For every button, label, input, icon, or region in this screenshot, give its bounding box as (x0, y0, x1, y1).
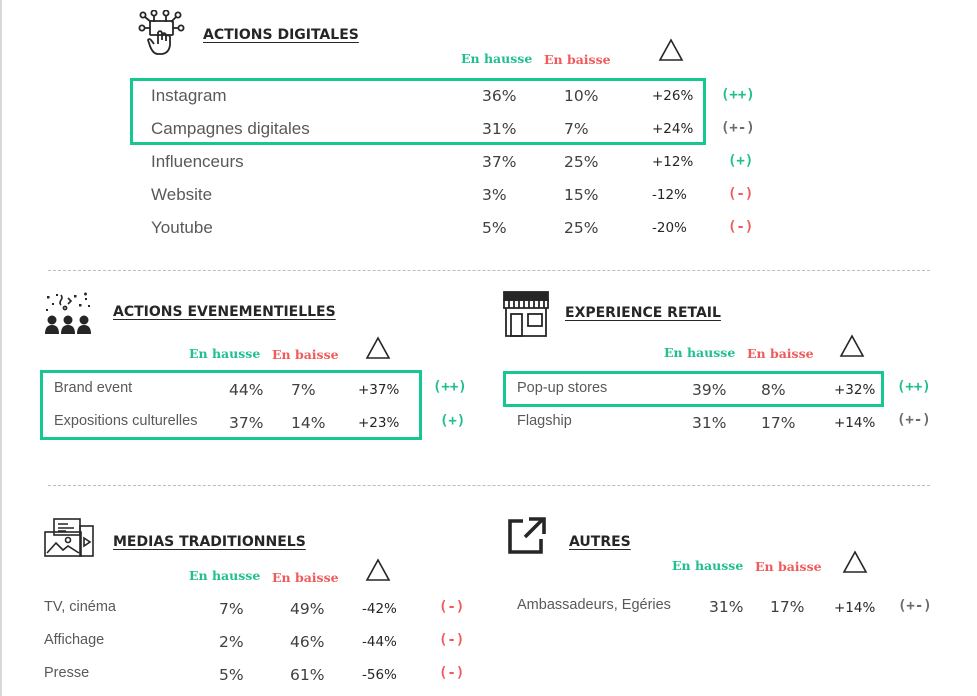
section-title: MEDIAS TRADITIONNELS (113, 534, 306, 550)
value-up: 44% (229, 381, 264, 399)
value-down: 17% (770, 598, 805, 616)
delta-icon (365, 558, 391, 581)
value-up: 2% (219, 633, 244, 651)
audience-party-icon (45, 292, 91, 334)
value-up: 36% (482, 87, 517, 105)
trend-indicator: (++) (721, 87, 755, 103)
header-down: En baisse (272, 570, 339, 585)
header-down: En baisse (544, 52, 611, 67)
row-label: Affichage (44, 632, 105, 648)
header-up: En hausse (664, 345, 736, 360)
value-delta: +24% (652, 121, 694, 137)
row-label: TV, cinéma (44, 599, 116, 615)
highlight-box (40, 370, 422, 440)
trend-indicator: (-) (439, 599, 465, 615)
value-up: 7% (219, 600, 244, 618)
value-up: 3% (482, 186, 507, 204)
media-screens-icon (44, 518, 94, 557)
value-up: 37% (229, 414, 264, 432)
trend-indicator: (+-) (721, 120, 755, 136)
value-delta: -20% (652, 220, 687, 236)
value-down: 7% (291, 381, 316, 399)
value-up: 5% (219, 666, 244, 684)
trend-indicator: (+) (440, 413, 466, 429)
external-link-icon (508, 517, 546, 554)
value-down: 10% (564, 87, 599, 105)
delta-icon (365, 336, 391, 359)
section-title: EXPERIENCE RETAIL (565, 305, 721, 321)
row-label: Campagnes digitales (151, 119, 310, 138)
value-up: 39% (692, 381, 727, 399)
header-down: En baisse (272, 347, 339, 362)
delta-icon (658, 38, 684, 61)
delta-icon (842, 550, 868, 573)
value-down: 14% (291, 414, 326, 432)
delta-icon (839, 334, 865, 357)
header-up: En hausse (461, 51, 533, 66)
value-delta: +14% (834, 600, 876, 616)
value-down: 15% (564, 186, 599, 204)
header-up: En hausse (672, 558, 744, 573)
trend-indicator: (-) (728, 186, 754, 202)
row-label: Youtube (151, 218, 213, 237)
section-title: ACTIONS EVENEMENTIELLES (113, 304, 336, 320)
row-label: Flagship (517, 413, 572, 429)
value-up: 5% (482, 219, 507, 237)
value-down: 25% (564, 219, 599, 237)
row-label: Expositions culturelles (54, 413, 198, 429)
row-label: Pop-up stores (517, 380, 608, 396)
left-frame-border (0, 0, 2, 696)
section-title: ACTIONS DIGITALES (203, 27, 359, 43)
value-down: 25% (564, 153, 599, 171)
value-down: 46% (290, 633, 325, 651)
trend-indicator: (-) (439, 632, 465, 648)
value-delta: +14% (834, 415, 876, 431)
value-delta: +23% (358, 415, 400, 431)
value-delta: +37% (358, 382, 400, 398)
highlight-box (130, 78, 706, 145)
row-label: Influenceurs (151, 152, 244, 171)
touch-network-icon (138, 10, 185, 55)
value-delta: +32% (834, 382, 876, 398)
value-down: 8% (761, 381, 786, 399)
value-down: 17% (761, 414, 796, 432)
value-up: 31% (709, 598, 744, 616)
header-up: En hausse (189, 346, 261, 361)
storefront-icon (503, 291, 549, 337)
row-label: Ambassadeurs, Egéries (517, 597, 671, 613)
value-delta: +12% (652, 154, 694, 170)
trend-indicator: (++) (433, 379, 467, 395)
value-down: 49% (290, 600, 325, 618)
trend-indicator: (-) (439, 665, 465, 681)
value-down: 61% (290, 666, 325, 684)
row-label: Website (151, 185, 213, 204)
section-divider (48, 485, 930, 486)
value-delta: +26% (652, 88, 694, 104)
highlight-box (503, 371, 884, 407)
header-down: En baisse (755, 559, 822, 574)
section-title: AUTRES (569, 534, 631, 550)
trend-indicator: (++) (897, 379, 931, 395)
row-label: Instagram (151, 86, 227, 105)
value-up: 31% (482, 120, 517, 138)
value-delta: -44% (362, 634, 397, 650)
value-delta: -12% (652, 187, 687, 203)
trend-indicator: (+-) (898, 598, 932, 614)
row-label: Presse (44, 665, 90, 681)
value-up: 31% (692, 414, 727, 432)
value-delta: -56% (362, 667, 397, 683)
value-up: 37% (482, 153, 517, 171)
section-divider (48, 270, 930, 271)
trend-indicator: (+) (728, 153, 754, 169)
trend-indicator: (+-) (897, 412, 931, 428)
value-down: 7% (564, 120, 589, 138)
value-delta: -42% (362, 601, 397, 617)
header-down: En baisse (747, 346, 814, 361)
header-up: En hausse (189, 568, 261, 583)
row-label: Brand event (54, 380, 133, 396)
trend-indicator: (-) (728, 219, 754, 235)
